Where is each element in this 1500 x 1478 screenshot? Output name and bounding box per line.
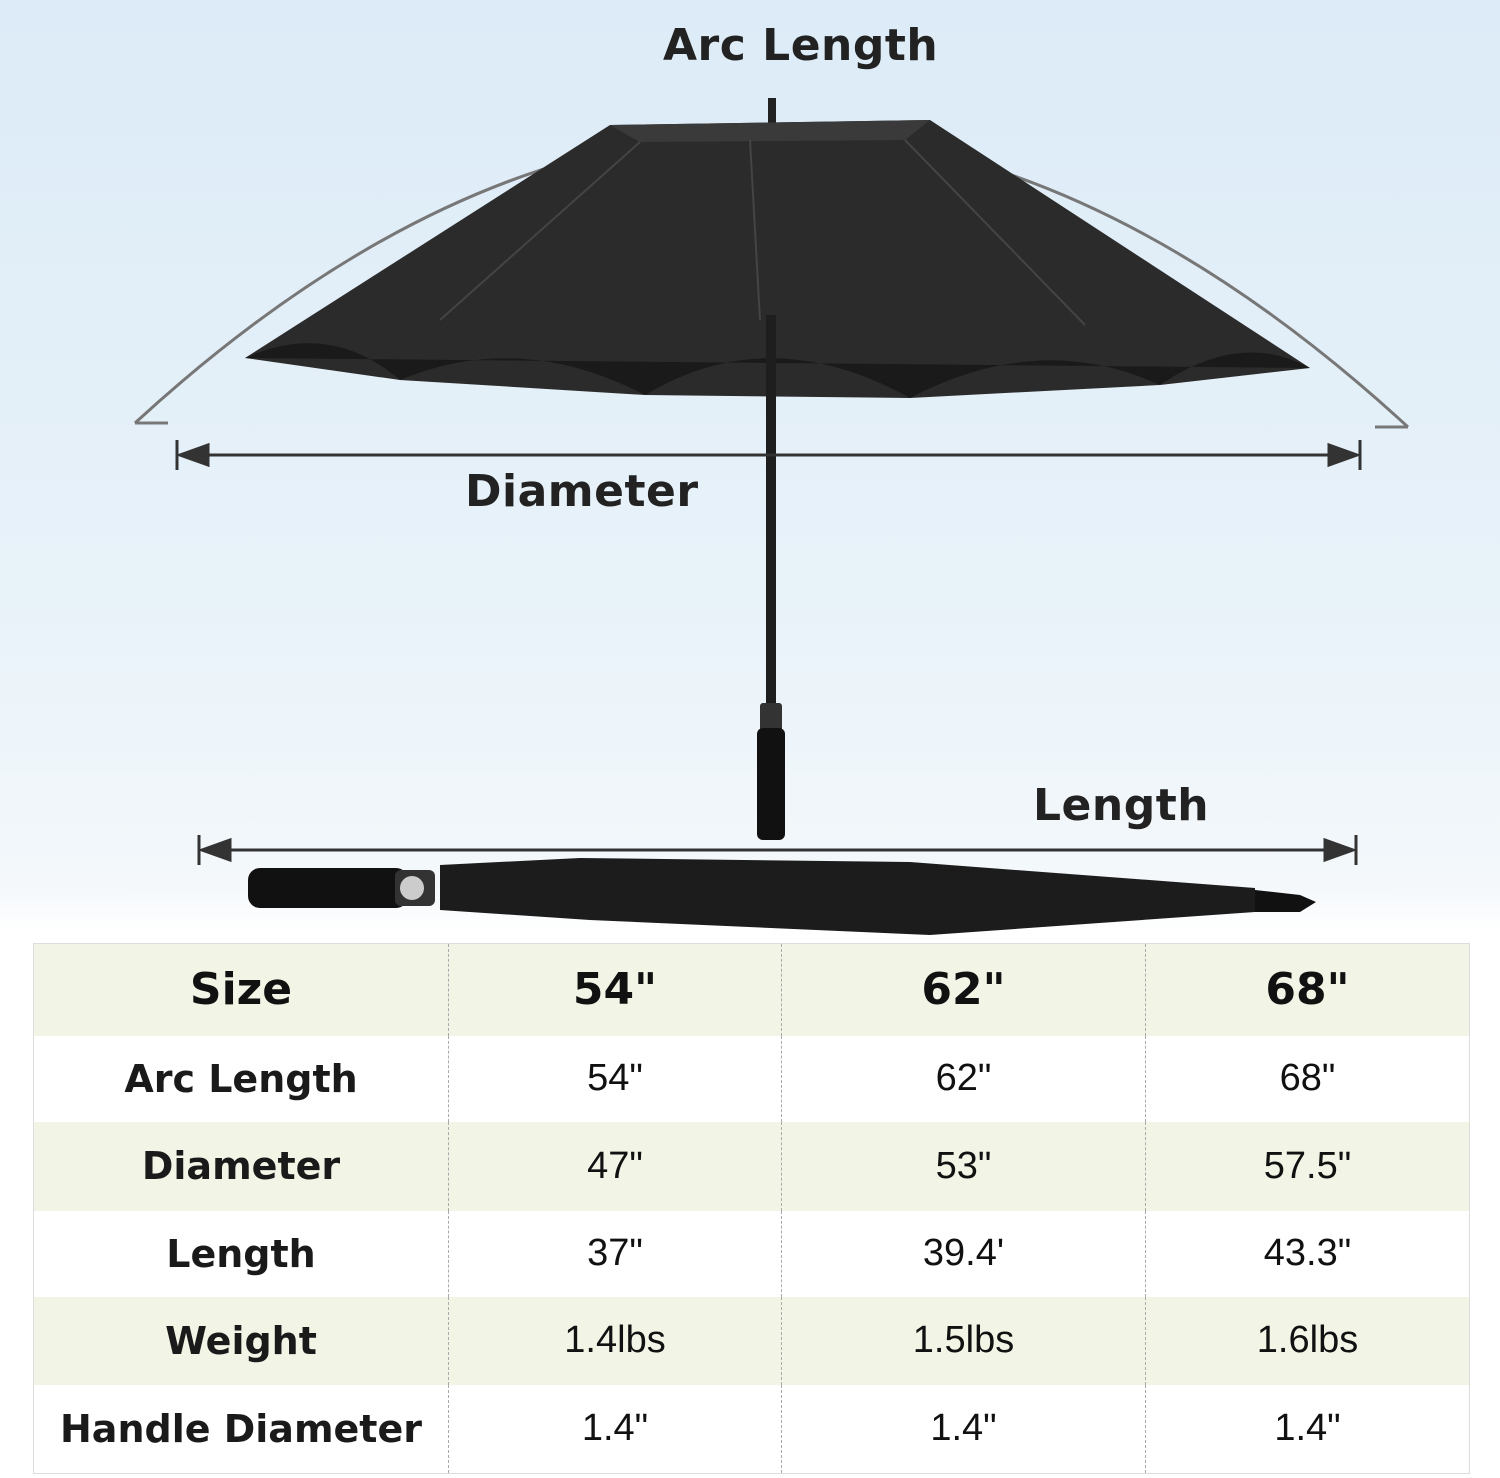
table-row-diameter: Diameter 47" 53" 57.5" bbox=[33, 1121, 1470, 1211]
diameter-arrow bbox=[175, 440, 1362, 470]
cell: 1.4" bbox=[781, 1384, 1146, 1474]
table-row-length: Length 37" 39.4' 43.3" bbox=[33, 1210, 1470, 1297]
open-umbrella bbox=[245, 98, 1310, 840]
header-size: Size bbox=[33, 943, 449, 1036]
closed-umbrella bbox=[248, 858, 1316, 935]
header-68: 68" bbox=[1145, 943, 1470, 1036]
row-label: Diameter bbox=[33, 1121, 449, 1211]
row-label: Weight bbox=[33, 1296, 449, 1385]
length-label: Length bbox=[1033, 780, 1210, 831]
cell: 37" bbox=[448, 1210, 782, 1297]
table-row-arc-length: Arc Length 54" 62" 68" bbox=[33, 1035, 1470, 1122]
cell: 1.4" bbox=[1145, 1384, 1470, 1474]
header-54: 54" bbox=[448, 943, 782, 1036]
cell: 62" bbox=[781, 1035, 1146, 1122]
table-row-handle-diameter: Handle Diameter 1.4" 1.4" 1.4" bbox=[33, 1384, 1470, 1474]
arc-length-label: Arc Length bbox=[663, 20, 939, 71]
cell: 1.4" bbox=[448, 1384, 782, 1474]
table-row-weight: Weight 1.4lbs 1.5lbs 1.6lbs bbox=[33, 1296, 1470, 1385]
row-label: Handle Diameter bbox=[33, 1384, 449, 1474]
row-label: Arc Length bbox=[33, 1035, 449, 1122]
length-arrow bbox=[197, 835, 1358, 865]
header-62: 62" bbox=[781, 943, 1146, 1036]
cell: 39.4' bbox=[781, 1210, 1146, 1297]
cell: 57.5" bbox=[1145, 1121, 1470, 1211]
cell: 43.3" bbox=[1145, 1210, 1470, 1297]
size-table: Size 54" 62" 68" Arc Length 54" 62" 68" … bbox=[33, 943, 1470, 1474]
table-header-row: Size 54" 62" 68" bbox=[33, 943, 1470, 1036]
cell: 47" bbox=[448, 1121, 782, 1211]
cell: 53" bbox=[781, 1121, 1146, 1211]
cell: 54" bbox=[448, 1035, 782, 1122]
row-label: Length bbox=[33, 1210, 449, 1297]
diameter-label: Diameter bbox=[465, 466, 699, 517]
cell: 1.5lbs bbox=[781, 1296, 1146, 1385]
cell: 1.4lbs bbox=[448, 1296, 782, 1385]
cell: 68" bbox=[1145, 1035, 1470, 1122]
umbrella-illustration bbox=[133, 98, 1410, 935]
cell: 1.6lbs bbox=[1145, 1296, 1470, 1385]
